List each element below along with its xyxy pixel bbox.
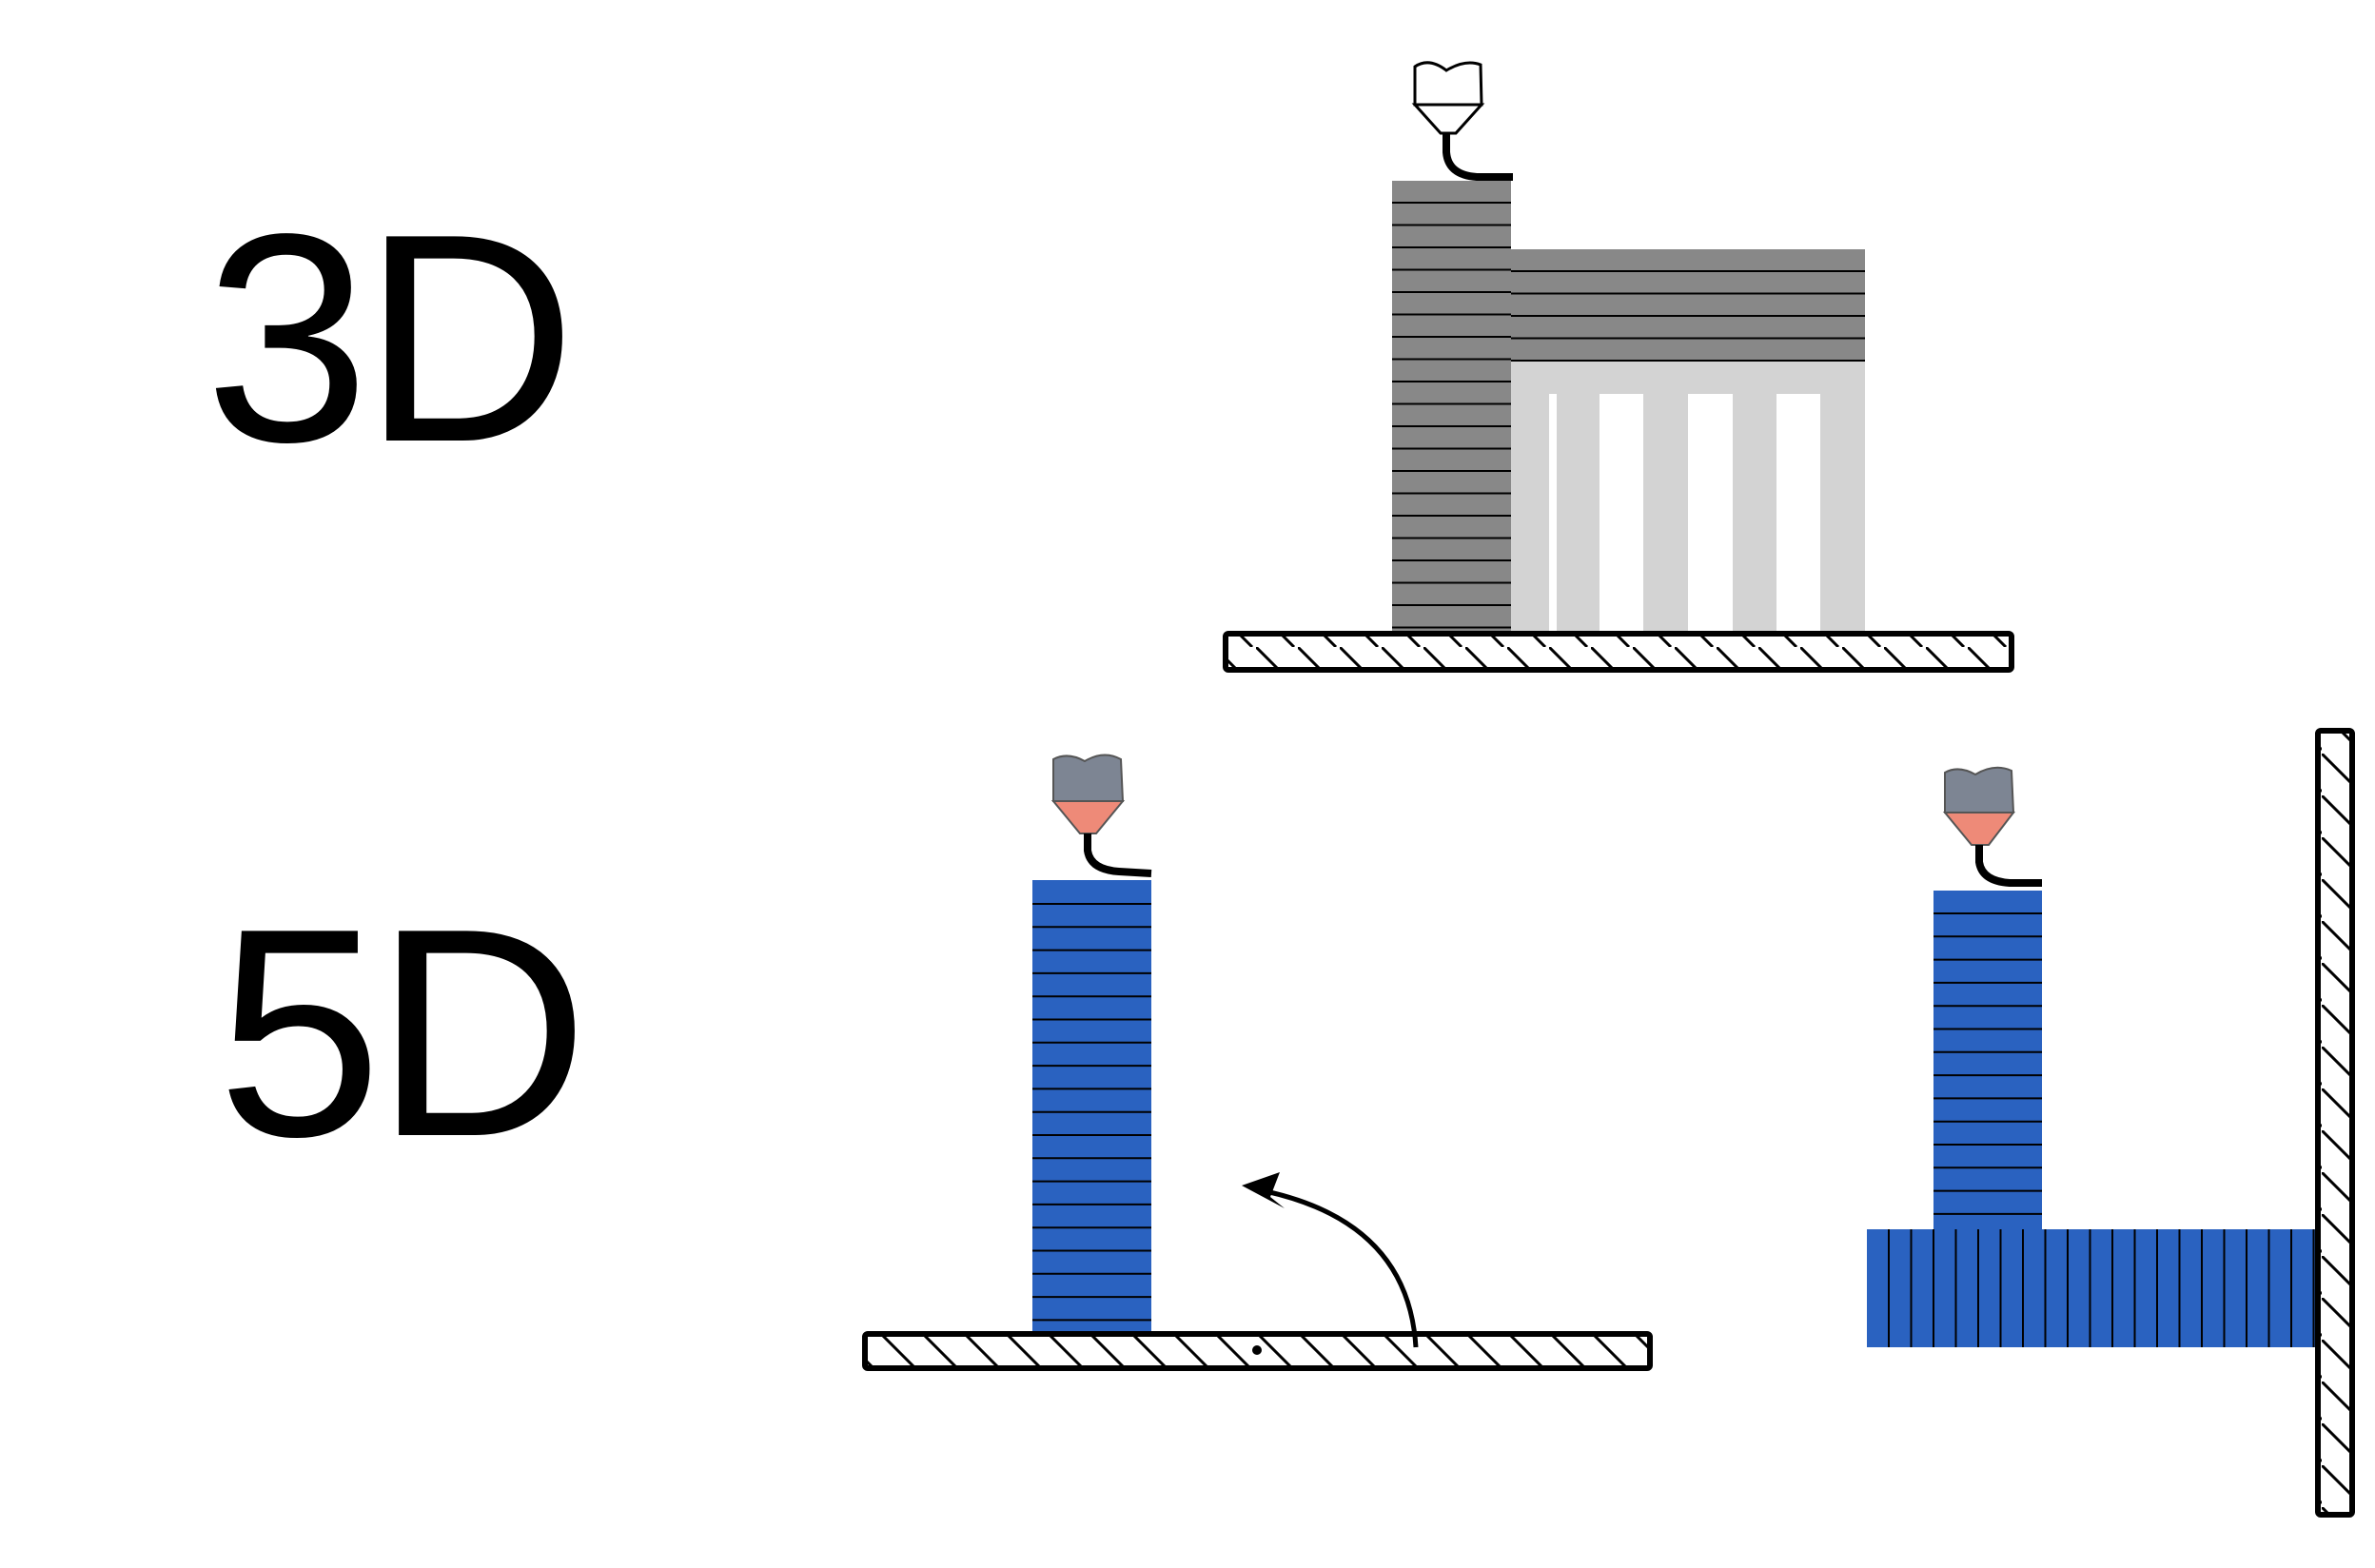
printed-part-3d [1392,181,1865,633]
scene-3d [1226,63,2012,670]
scene-5d-wall [1867,731,2352,1515]
support-structure [1511,362,1865,633]
pivot-point [1252,1345,1262,1355]
printed-part-5d-horizontal [1867,1229,2320,1347]
build-plate-icon [2318,731,2352,1515]
build-plate-icon [1226,634,2012,670]
print-head-icon [1415,63,1513,177]
printed-column-5d [1032,880,1151,1333]
rotation-arrow-icon [1242,1172,1416,1347]
printed-column-5d [1933,891,2042,1229]
scene-5d-rotating [865,755,1650,1368]
print-head-icon [1945,768,2042,883]
print-head-icon [1053,755,1151,873]
